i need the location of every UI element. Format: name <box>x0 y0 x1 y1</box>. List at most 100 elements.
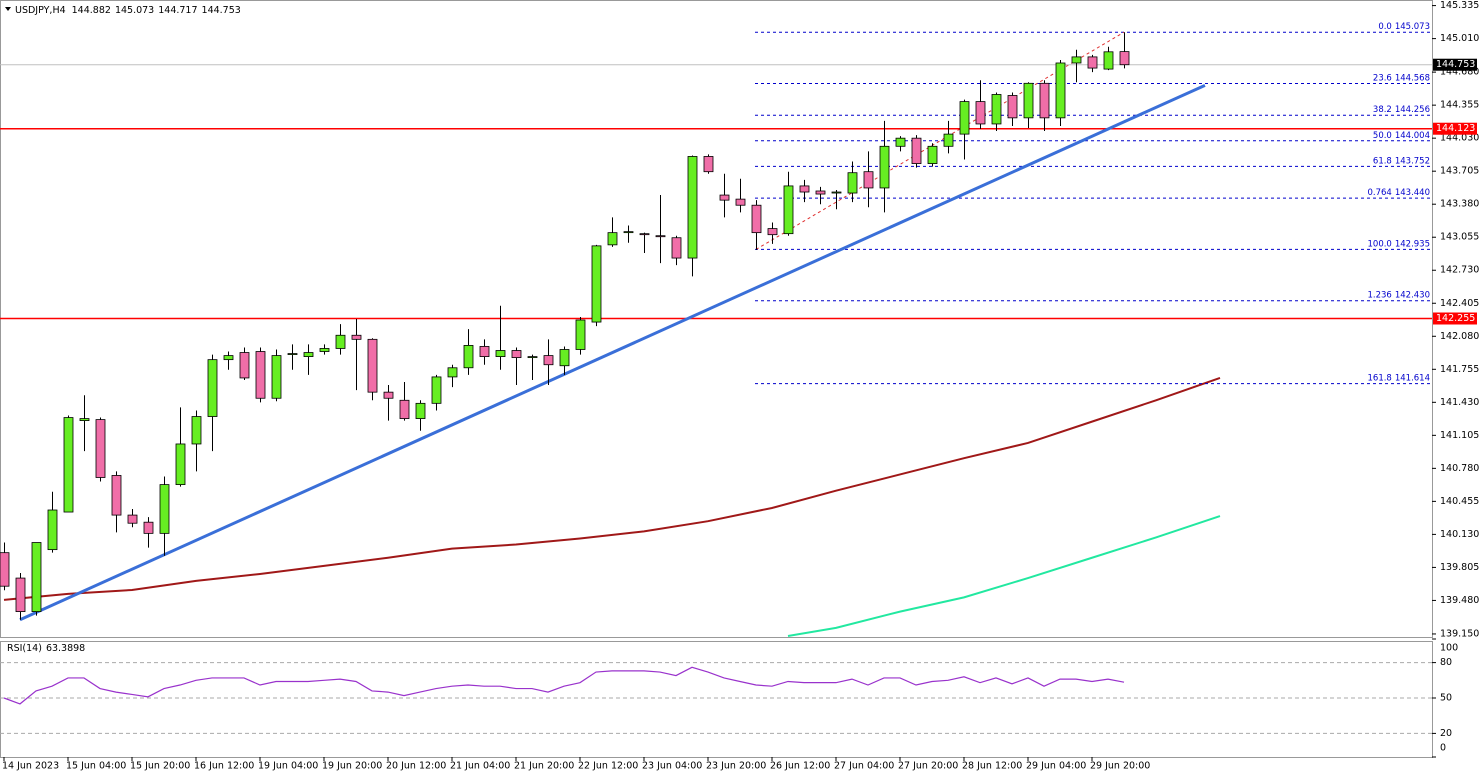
level-label: 144.123 <box>1436 123 1475 134</box>
fib-label: 38.2 144.256 <box>1373 105 1430 115</box>
candle-body <box>559 349 570 367</box>
fib-label: 0.0 145.073 <box>1378 22 1430 32</box>
rsi-tick-label: 100 <box>1440 643 1458 654</box>
rsi-tick-label: 80 <box>1440 657 1452 668</box>
moving-average <box>787 515 1221 637</box>
fib-price: 144.256 <box>1395 105 1430 115</box>
candle-body <box>495 350 506 357</box>
y-tick-label: 140.455 <box>1440 496 1479 507</box>
candle-body <box>735 198 746 206</box>
candle-body <box>415 402 426 419</box>
candle-body <box>1039 82 1050 119</box>
candle-body <box>543 355 554 366</box>
candle-body <box>1087 56 1098 69</box>
x-tick-label: 22 Jun 12:00 <box>578 761 638 772</box>
fib-label: 161.8 141.614 <box>1368 373 1431 383</box>
candle-body <box>799 185 810 193</box>
fib-label: 1.236 142.430 <box>1368 290 1431 300</box>
candle-body <box>239 352 250 379</box>
candle-body <box>31 542 42 613</box>
candle-body <box>447 367 458 378</box>
fib-level: 1.236 <box>1368 290 1392 300</box>
candle-body <box>895 137 906 147</box>
rsi-header: RSI(14) 63.3898 <box>7 643 85 654</box>
fib-level: 61.8 <box>1373 156 1392 166</box>
candle-body <box>127 514 138 524</box>
y-tick-label: 143.380 <box>1440 199 1479 210</box>
level-label: 142.255 <box>1436 313 1475 324</box>
candle-body <box>271 355 282 399</box>
menu-arrow <box>5 7 11 11</box>
fib-price: 144.004 <box>1395 130 1430 140</box>
candle-body <box>383 391 394 399</box>
candle-body <box>15 577 26 613</box>
x-tick-label: 27 Jun 04:00 <box>834 761 894 772</box>
x-tick-label: 19 Jun 20:00 <box>322 761 382 772</box>
close: 144.753 <box>202 5 241 16</box>
x-tick-label: 21 Jun 04:00 <box>450 761 510 772</box>
y-tick-label: 139.480 <box>1440 595 1479 606</box>
candle-body <box>207 359 218 417</box>
y-tick-label: 142.405 <box>1440 298 1479 309</box>
candle-body <box>975 101 986 125</box>
candle-body <box>0 552 10 587</box>
x-tick-label: 27 Jun 20:00 <box>898 761 958 772</box>
fib-price: 142.935 <box>1395 239 1430 249</box>
candle-body <box>431 376 442 404</box>
candle-body <box>367 338 378 393</box>
y-tick-label: 144.030 <box>1440 133 1479 144</box>
fib-level: 50.0 <box>1373 130 1392 140</box>
candle-body <box>991 94 1002 125</box>
candle-body <box>703 156 714 173</box>
candle-body <box>463 345 474 369</box>
y-tick-label: 142.730 <box>1440 265 1479 276</box>
candle-body <box>159 484 170 534</box>
x-tick-label: 14 Jun 2023 <box>2 761 59 772</box>
x-tick-label: 15 Jun 04:00 <box>66 761 126 772</box>
candle-body <box>863 171 874 189</box>
price-label: 144.753 <box>1436 59 1475 70</box>
candle-body <box>655 235 666 238</box>
rsi-line <box>3 666 1125 705</box>
y-tick-label: 142.080 <box>1440 331 1479 342</box>
x-tick-label: 16 Jun 12:00 <box>194 761 254 772</box>
candle-body <box>639 233 650 236</box>
y-tick-label: 141.755 <box>1440 364 1479 375</box>
price-tag <box>1433 58 1477 71</box>
rsi-frame <box>0 641 1433 758</box>
candle-body <box>79 418 90 422</box>
y-tick-label: 143.705 <box>1440 166 1479 177</box>
candle-body <box>1119 51 1130 66</box>
fib-level: 23.6 <box>1373 73 1392 83</box>
moving-average <box>3 376 1221 601</box>
fib-label: 23.6 144.568 <box>1373 73 1430 83</box>
candle-body <box>1103 51 1114 70</box>
fib-price: 144.568 <box>1395 73 1430 83</box>
candle-body <box>575 319 586 350</box>
fib-level: 161.8 <box>1368 373 1392 383</box>
x-tick-label: 20 Jun 12:00 <box>386 761 446 772</box>
candle-body <box>255 351 266 399</box>
candle-body <box>1023 82 1034 119</box>
candle-body <box>63 417 74 513</box>
candle-body <box>783 185 794 235</box>
fib-label: 0.764 143.440 <box>1368 188 1431 198</box>
candle-body <box>847 172 858 194</box>
fib-label: 100.0 142.935 <box>1368 239 1431 249</box>
rsi-tick-label: 0 <box>1440 743 1446 754</box>
fib-price: 143.440 <box>1395 188 1430 198</box>
fib-price: 142.430 <box>1395 290 1430 300</box>
candle-body <box>959 101 970 135</box>
rsi-panel <box>0 662 1432 734</box>
y-tick-label: 139.150 <box>1440 628 1479 639</box>
rsi-tick-label: 50 <box>1440 693 1452 704</box>
fib-label: 50.0 144.004 <box>1373 130 1430 140</box>
y-tick-label: 140.780 <box>1440 463 1479 474</box>
candle-body <box>143 521 154 534</box>
rsi-title: RSI(14) <box>7 643 42 654</box>
candle-body <box>815 190 826 195</box>
y-tick-label: 140.130 <box>1440 529 1479 540</box>
candle-body <box>191 416 202 445</box>
candle-body <box>223 355 234 361</box>
